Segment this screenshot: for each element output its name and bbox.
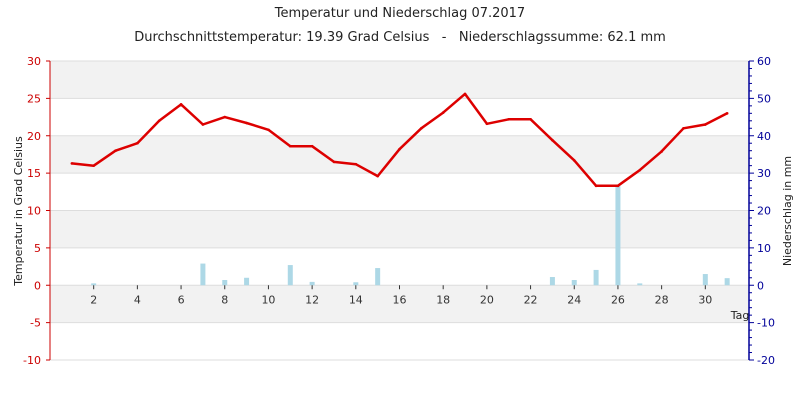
temperature-line-group <box>70 92 729 188</box>
left-tick-label: 15 <box>27 167 41 180</box>
temperature-point <box>725 112 729 115</box>
right-tick-label: 0 <box>757 279 764 292</box>
x-tick-label: 2 <box>90 293 97 306</box>
precipitation-bar <box>91 283 97 286</box>
temperature-point <box>376 174 379 178</box>
precipitation-bar <box>724 278 730 286</box>
x-tick-label: 20 <box>480 293 494 306</box>
left-axis-title: Temperatur in Grad Celsius <box>12 136 25 287</box>
precipitation-bar <box>222 280 228 286</box>
temperature-point <box>638 168 642 172</box>
chart-title: Temperatur und Niederschlag 07.2017 <box>274 6 525 21</box>
x-tick-label: 10 <box>261 293 275 306</box>
temperature-point <box>201 123 205 126</box>
left-tick-label: 5 <box>34 242 41 255</box>
temperature-point <box>310 144 314 148</box>
plot-band <box>50 210 749 248</box>
temperature-point <box>463 92 467 96</box>
precipitation-bar <box>549 277 555 286</box>
precipitation-bar <box>702 274 708 286</box>
temperature-point <box>594 184 598 188</box>
right-axis: -20 -10 0 10 20 30 40 50 60 <box>748 55 775 367</box>
precipitation-bar <box>353 282 359 286</box>
temperature-point <box>245 121 248 125</box>
x-tick-label: 12 <box>305 293 319 306</box>
right-tick-label: 20 <box>757 205 771 218</box>
x-tick-label: 4 <box>134 293 141 306</box>
temperature-point <box>704 123 707 126</box>
right-tick-label: 30 <box>757 167 771 180</box>
precipitation-bar <box>637 283 643 286</box>
left-axis: -10 -5 0 5 10 15 20 25 30 <box>23 55 51 367</box>
temperature-point <box>682 126 685 130</box>
temperature-point <box>332 160 336 164</box>
left-tick-label: 10 <box>27 205 41 218</box>
temperature-point <box>92 164 95 167</box>
left-tick-label: 20 <box>27 130 41 143</box>
precipitation-bar <box>375 268 381 286</box>
temperature-point <box>136 141 139 145</box>
temperature-point <box>267 128 270 132</box>
x-tick-label: 14 <box>349 293 363 306</box>
right-tick-label: 60 <box>757 55 771 68</box>
plot-band <box>50 61 749 99</box>
x-tick-label: 18 <box>436 293 450 306</box>
x-axis-title: Tag <box>730 309 750 322</box>
temperature-point <box>288 144 292 148</box>
temperature-point <box>157 119 161 123</box>
x-tick-label: 8 <box>221 293 228 306</box>
temperature-point <box>441 111 445 114</box>
x-tick-label: 16 <box>393 293 407 306</box>
temperature-point <box>616 184 620 188</box>
precipitation-bar <box>593 269 599 286</box>
x-tick-label: 26 <box>611 293 625 306</box>
x-axis: 2 4 6 8 10 12 14 16 18 20 22 24 26 28 30 <box>90 285 712 306</box>
temperature-point <box>354 162 358 166</box>
temperature-point <box>485 122 489 126</box>
right-tick-label: 10 <box>757 242 771 255</box>
left-tick-label: 30 <box>27 55 41 68</box>
right-tick-label: -20 <box>757 354 775 367</box>
plot-band <box>50 135 749 174</box>
temperature-point <box>223 115 227 119</box>
temperature-point <box>114 149 117 152</box>
plot-background-bands <box>50 61 749 323</box>
temperature-point <box>529 118 532 121</box>
x-tick-label: 24 <box>567 293 581 306</box>
x-tick-label: 6 <box>178 293 185 306</box>
temperature-point <box>179 103 183 106</box>
temperature-point <box>420 126 423 130</box>
left-tick-label: -10 <box>23 354 41 367</box>
left-tick-label: 25 <box>27 92 41 105</box>
precipitation-bar <box>200 263 206 286</box>
right-tick-label: 40 <box>757 130 771 143</box>
temperature-point <box>551 138 554 142</box>
precipitation-bar <box>615 186 621 286</box>
temperature-point <box>572 159 576 162</box>
temperature-point <box>660 150 663 153</box>
left-tick-label: -5 <box>30 317 41 330</box>
right-tick-label: -10 <box>757 317 775 330</box>
temperature-point <box>398 147 401 151</box>
temperature-point <box>507 118 511 121</box>
precipitation-bars <box>91 186 730 286</box>
right-tick-label: 50 <box>757 92 771 105</box>
temperature-point <box>70 162 74 165</box>
plot-band <box>50 285 749 323</box>
precipitation-bar <box>287 265 293 286</box>
x-tick-label: 22 <box>524 293 538 306</box>
x-tick-label: 28 <box>655 293 669 306</box>
precipitation-bar <box>571 280 577 286</box>
precipitation-bar <box>244 277 250 286</box>
x-tick-label: 30 <box>698 293 712 306</box>
left-tick-label: 0 <box>34 279 41 292</box>
right-axis-title: Niederschlag in mm <box>781 156 794 266</box>
precipitation-bar <box>309 281 315 286</box>
chart-subtitle: Durchschnittstemperatur: 19.39 Grad Cels… <box>134 30 666 45</box>
